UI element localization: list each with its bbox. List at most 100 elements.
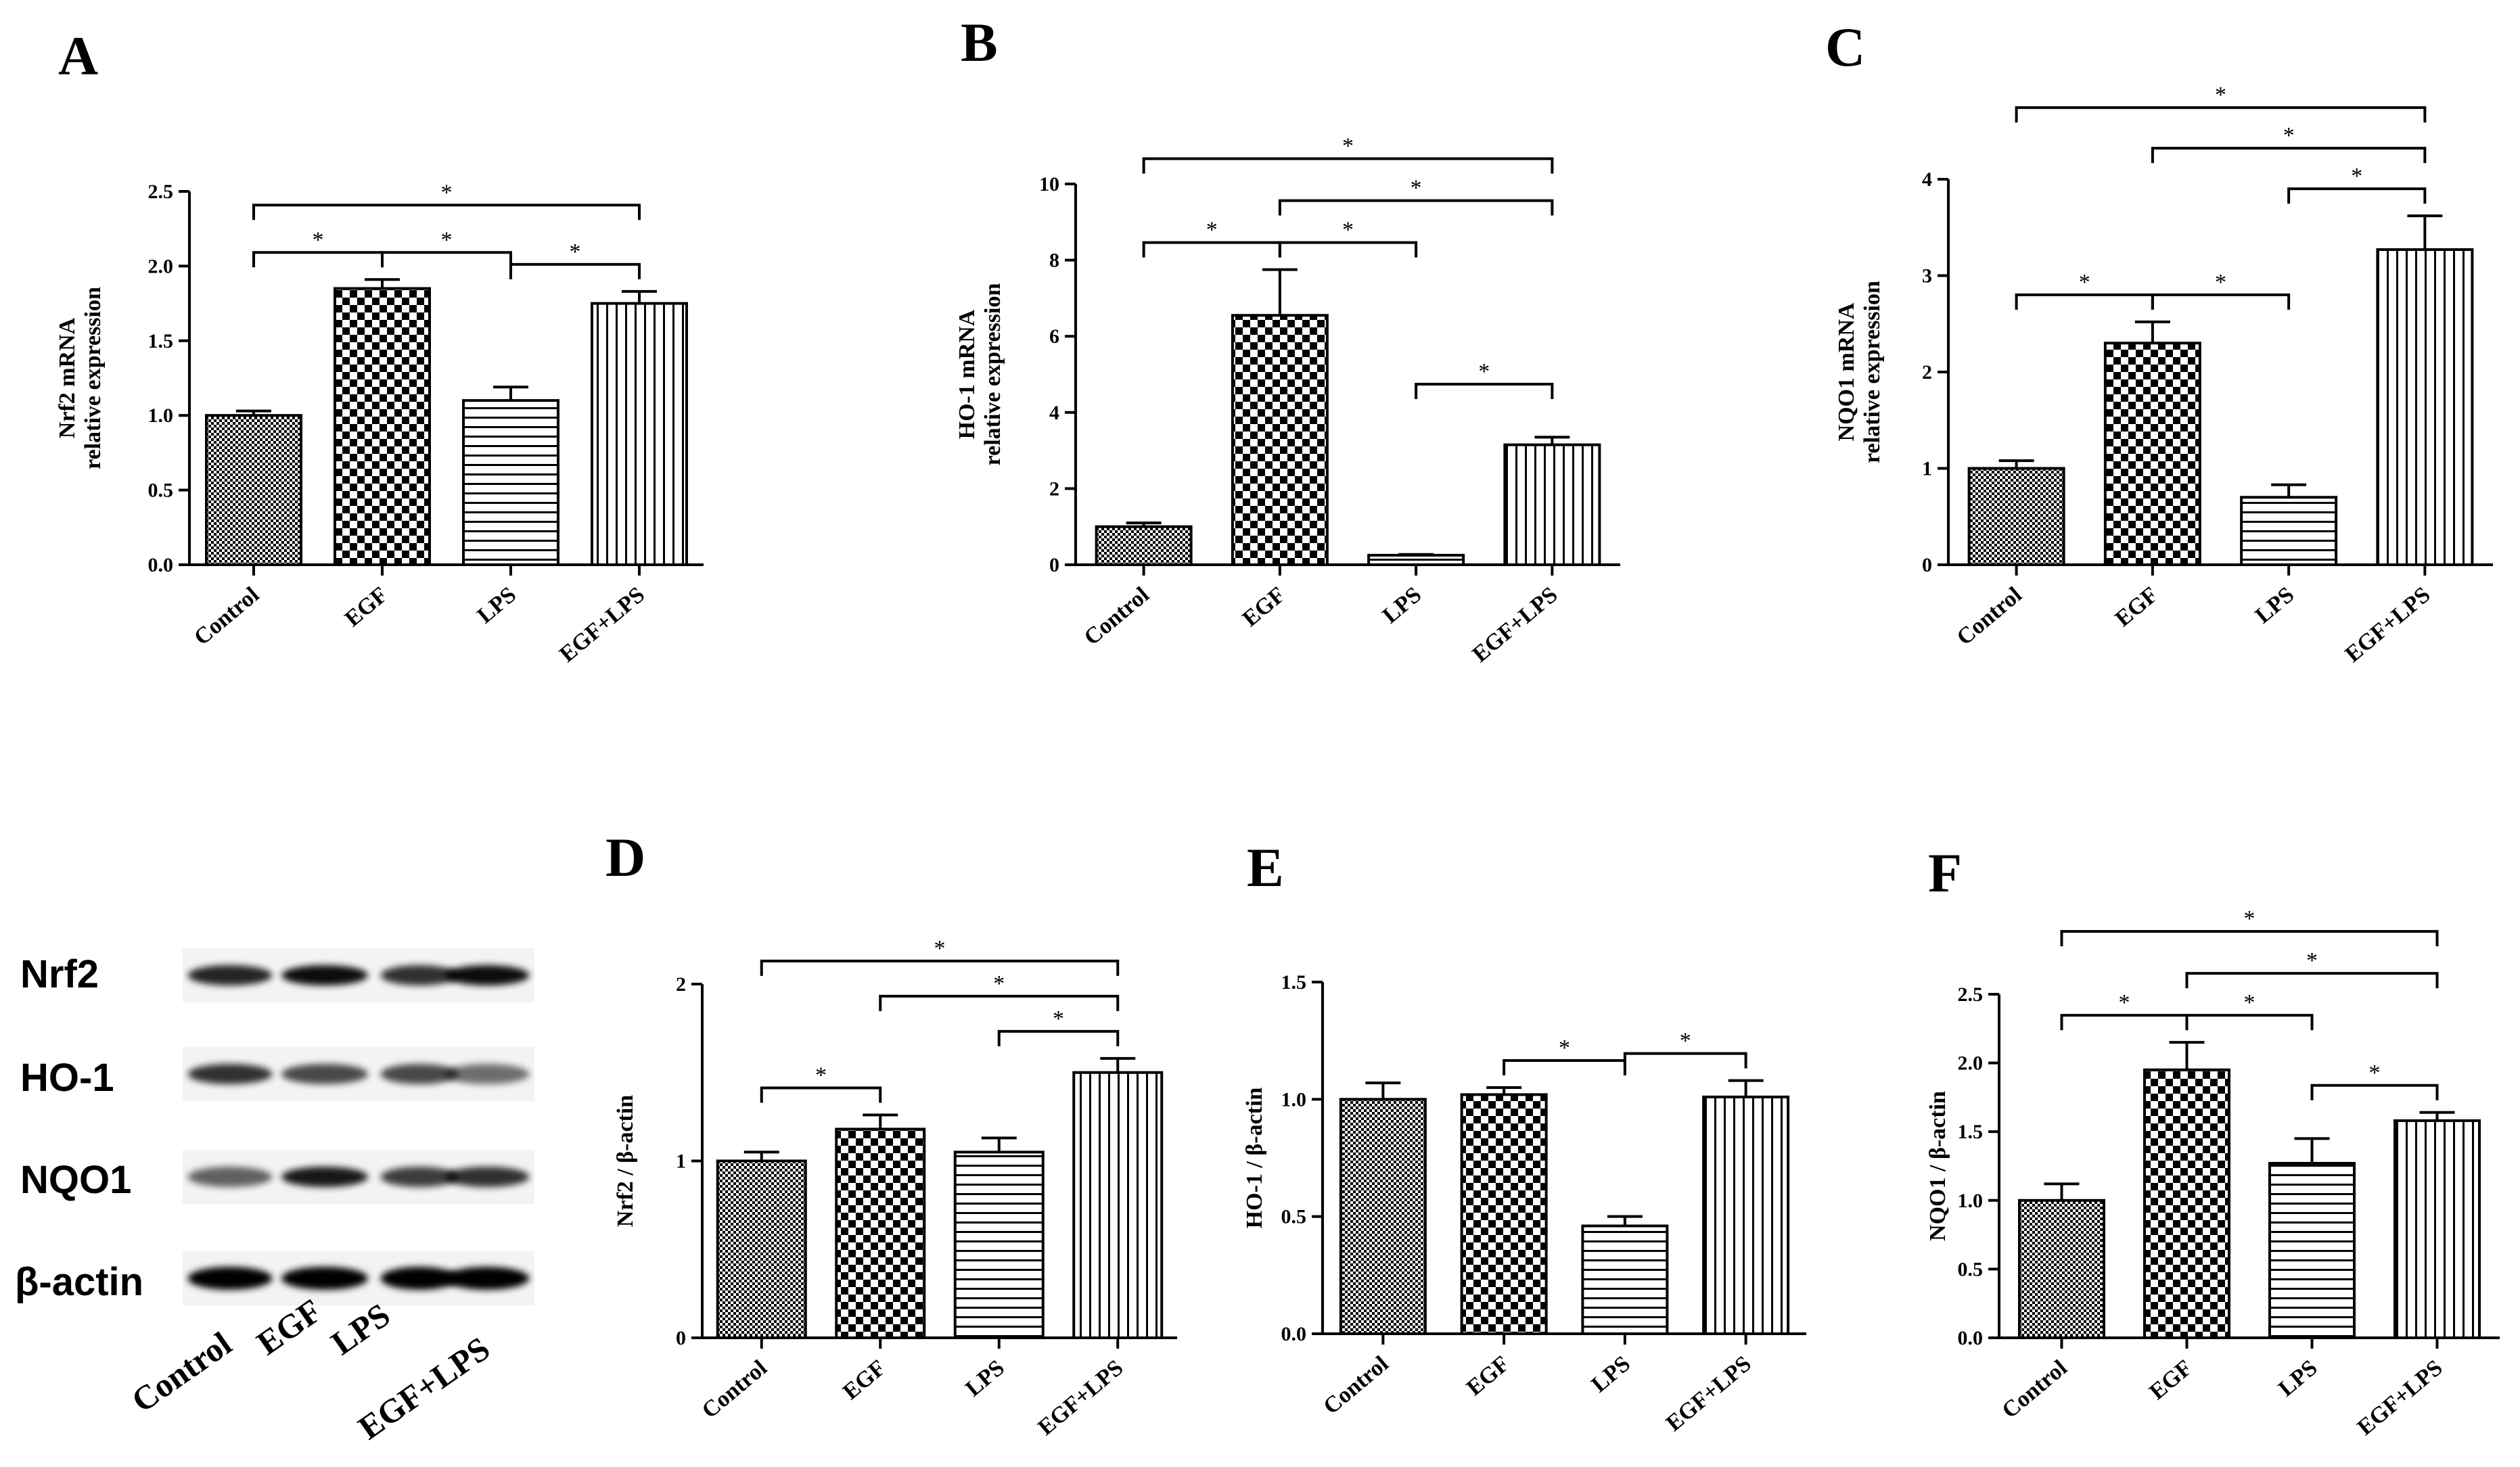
y-axis-label: NQO1 mRNA <box>1834 302 1859 441</box>
significance-bracket <box>2015 106 2427 123</box>
blot-band <box>380 1267 459 1290</box>
significance-star: * <box>1478 359 1490 384</box>
significance-star: * <box>1342 134 1354 159</box>
bar <box>1581 1224 1669 1335</box>
y-axis-label: relative expression <box>980 283 1005 466</box>
significance-star: * <box>1559 1035 1570 1061</box>
x-tick-label: EGF+LPS <box>1033 1355 1128 1441</box>
significance-star: * <box>570 239 581 264</box>
significance-bracket <box>760 959 1120 976</box>
y-tick-label: 1.0 <box>1958 1190 1984 1212</box>
blot-row-label: β-actin <box>15 1260 143 1304</box>
panel-letter-e: E <box>1247 837 1284 898</box>
y-tick-label: 2.5 <box>1958 983 1984 1006</box>
y-tick-label: 4 <box>1922 168 1932 191</box>
significance-star: * <box>2306 948 2318 973</box>
significance-bracket <box>1278 199 1554 216</box>
blot-band <box>444 1167 530 1187</box>
significance-bracket <box>2185 972 2439 989</box>
significance-star: * <box>993 971 1005 996</box>
blot-lane-label: Control <box>124 1324 238 1420</box>
y-axis-label: HO-1 mRNA <box>955 309 980 439</box>
bar <box>2143 1068 2230 1339</box>
significance-star: * <box>2244 906 2255 931</box>
significance-bracket <box>1142 157 1554 174</box>
blot-band <box>281 1167 368 1187</box>
significance-star: * <box>2351 164 2362 189</box>
y-axis-label: HO-1 / β-actin <box>1242 1088 1267 1229</box>
blot-lane-label: EGF+LPS <box>351 1329 497 1447</box>
bar <box>2018 1198 2105 1340</box>
significance-star: * <box>441 180 453 205</box>
x-tick-label: EGF <box>838 1355 890 1405</box>
y-axis-label: Nrf2 mRNA <box>55 317 80 438</box>
blot-row-label: NQO1 <box>20 1158 131 1202</box>
bar <box>1231 314 1329 566</box>
significance-star: * <box>815 1063 827 1088</box>
significance-star: * <box>2119 990 2130 1015</box>
bar <box>1503 443 1601 567</box>
x-tick-label: Control <box>1080 582 1154 651</box>
significance-star: * <box>2215 83 2226 108</box>
blot-band <box>281 965 368 985</box>
significance-bracket <box>997 1029 1120 1046</box>
x-tick-label: EGF+LPS <box>2353 1355 2448 1441</box>
significance-bracket <box>1415 383 1554 399</box>
panel-c: C 0 1 2 3 4 NQO1 mRNA relative expression Contr… <box>1825 16 2493 668</box>
significance-bracket <box>2287 187 2427 204</box>
x-tick-label: EGF <box>1238 582 1290 632</box>
significance-bracket <box>252 204 641 220</box>
blot-row-label: HO-1 <box>20 1056 114 1100</box>
bar <box>1967 467 2065 566</box>
panel-e: E 0.0 0.5 1.0 1.5 HO-1 / β-actin Control EGF LP… <box>1242 837 1806 1437</box>
significance-star: * <box>1411 176 1422 201</box>
blot-row-label: Nrf2 <box>20 952 99 996</box>
significance-star: * <box>2079 270 2090 295</box>
bar <box>591 302 688 566</box>
y-tick-label: 1 <box>1922 458 1932 480</box>
panel-letter-d: D <box>605 826 645 888</box>
significance-bracket <box>252 251 384 268</box>
y-tick-label: 0.0 <box>1958 1327 1984 1349</box>
y-tick-label: 1.5 <box>1281 971 1307 994</box>
x-tick-label: LPS <box>961 1355 1009 1401</box>
bar <box>462 399 559 566</box>
bar <box>1095 525 1193 567</box>
significance-bracket <box>1142 241 1281 258</box>
blot-band <box>380 1064 459 1084</box>
significance-star: * <box>2283 123 2295 148</box>
x-tick-label: LPS <box>1586 1351 1635 1397</box>
x-tick-label: Control <box>1319 1351 1393 1420</box>
y-tick-label: 10 <box>1039 173 1059 195</box>
significance-star: * <box>441 227 453 252</box>
x-tick-label: EGF <box>2145 1355 2197 1405</box>
y-tick-label: 0.5 <box>148 480 174 502</box>
x-tick-label: EGF <box>1462 1351 1514 1401</box>
x-tick-label: LPS <box>1378 582 1427 628</box>
y-tick-label: 0.0 <box>1281 1323 1307 1345</box>
significance-bracket <box>2185 1014 2314 1031</box>
significance-bracket <box>879 994 1120 1011</box>
bar <box>2376 248 2474 566</box>
significance-star: * <box>313 227 324 252</box>
x-tick-label: LPS <box>2251 582 2299 628</box>
x-tick-label: Control <box>697 1355 772 1424</box>
significance-bracket <box>1503 1059 1626 1075</box>
significance-star: * <box>1206 218 1218 243</box>
significance-bracket <box>2015 293 2154 310</box>
panel-d: D 0 1 2 Nrf2 / β-actin Control EGF LPS EGF+LPS *… <box>605 826 1177 1441</box>
y-tick-label: 3 <box>1922 265 1932 287</box>
panel-f: F 0.0 0.5 1.0 1.5 2.0 2.5 NQO1 / β-actin Contro… <box>1925 842 2500 1441</box>
bar <box>1367 553 1465 566</box>
significance-bracket <box>2060 930 2439 947</box>
x-tick-label: LPS <box>2274 1355 2322 1401</box>
y-tick-label: 0 <box>1049 554 1059 576</box>
x-tick-label: EGF+LPS <box>555 582 649 668</box>
y-tick-label: 4 <box>1049 402 1059 424</box>
x-tick-label: LPS <box>473 582 522 628</box>
bar <box>953 1150 1045 1340</box>
y-tick-label: 2 <box>1049 478 1059 500</box>
panel-letter-b: B <box>961 11 998 73</box>
y-tick-label: 1.0 <box>1281 1088 1307 1111</box>
x-tick-label: Control <box>189 582 264 651</box>
